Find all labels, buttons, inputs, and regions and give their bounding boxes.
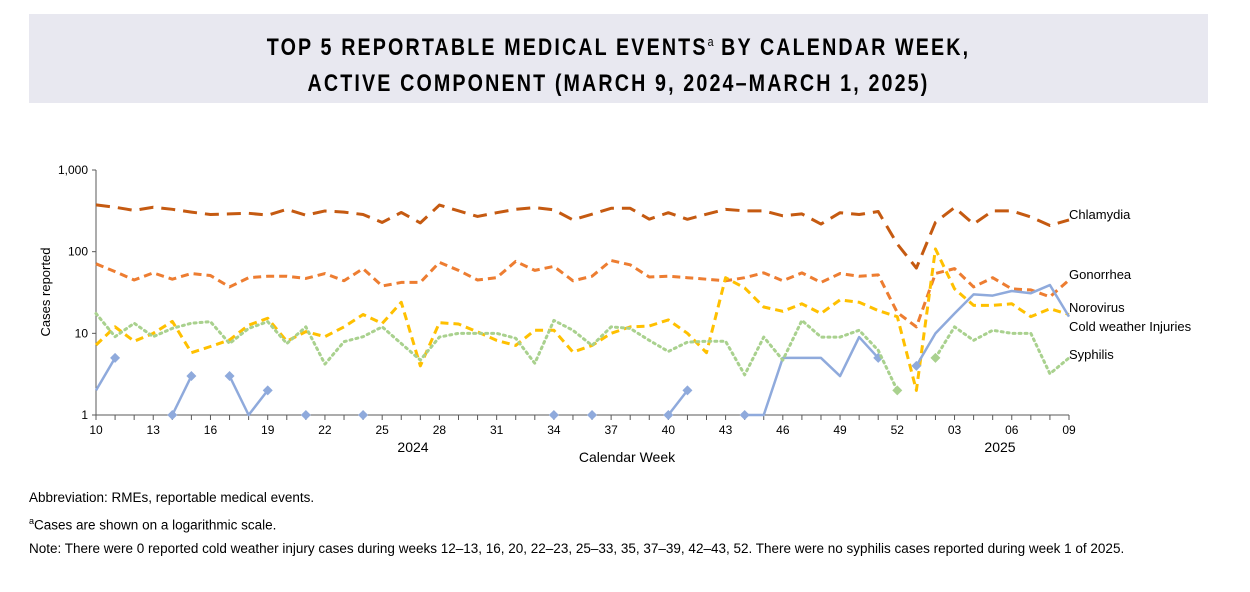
series-line-cold-weather-injuries — [94, 357, 117, 392]
x-tick-label: 40 — [662, 423, 676, 437]
data-point-marker-cold-weather-injuries — [300, 410, 311, 420]
data-point-marker-cold-weather-injuries — [911, 360, 922, 371]
x-tick-label: 34 — [547, 423, 561, 437]
series-label-chlamydia: Chlamydia — [1069, 207, 1131, 222]
data-point-marker-cold-weather-injuries — [548, 410, 559, 420]
abbreviation-note: Abbreviation: RMEs, reportable medical e… — [29, 490, 315, 505]
series-label-syphilis: Syphilis — [1069, 347, 1114, 362]
y-axis-title: Cases reported — [38, 248, 53, 337]
y-tick-label: 1 — [81, 408, 88, 422]
x-tick-label: 52 — [891, 423, 905, 437]
x-tick-label: 37 — [604, 423, 618, 437]
chart-notes: Abbreviation: RMEs, reportable medical e… — [29, 488, 1209, 562]
series-label-cold-weather-injuries: Cold weather Injuries — [1069, 319, 1192, 334]
y-tick-label: 10 — [75, 326, 89, 340]
x-tick-label: 28 — [433, 423, 447, 437]
data-point-marker-cold-weather-injuries — [587, 410, 598, 420]
x-tick-label: 19 — [261, 423, 275, 437]
data-point-marker-cold-weather-injuries — [167, 410, 178, 420]
series-line-cold-weather-injuries — [171, 375, 193, 416]
data-point-marker-syphilis — [892, 385, 903, 396]
x-tick-label: 22 — [318, 423, 332, 437]
y-tick-label: 1,000 — [58, 163, 88, 177]
data-point-marker-cold-weather-injuries — [110, 352, 121, 363]
x-tick-label: 49 — [833, 423, 847, 437]
data-point-marker-cold-weather-injuries — [358, 410, 369, 420]
series-line-chlamydia — [95, 203, 1070, 270]
data-point-marker-cold-weather-injuries — [663, 410, 674, 420]
x-tick-label: 13 — [147, 423, 161, 437]
series-line-cold-weather-injuries — [744, 335, 880, 417]
year-label-2025: 2025 — [984, 439, 1015, 455]
x-tick-label: 10 — [89, 423, 103, 437]
chart-title-line1: TOP 5 REPORTABLE MEDICAL EVENTSa BY CALE… — [266, 34, 971, 61]
x-tick-label: 06 — [1005, 423, 1019, 437]
x-tick-label: 25 — [375, 423, 389, 437]
x-tick-label: 03 — [948, 423, 962, 437]
chart-title-banner: TOP 5 REPORTABLE MEDICAL EVENTSa BY CALE… — [29, 14, 1208, 103]
series-line-cold-weather-injuries — [667, 389, 689, 416]
year-label-2024: 2024 — [397, 439, 428, 455]
series-line-norovirus — [94, 247, 1070, 392]
x-tick-label: 43 — [719, 423, 733, 437]
x-tick-label: 16 — [204, 423, 218, 437]
zero-case-note: Note: There were 0 reported cold weather… — [29, 540, 1125, 556]
series-line-syphilis — [933, 325, 1071, 376]
series-label-norovirus: Norovirus — [1069, 300, 1125, 315]
data-point-marker-cold-weather-injuries — [224, 371, 235, 382]
chart-title-line2: ACTIVE COMPONENT (MARCH 9, 2024–MARCH 1,… — [307, 70, 930, 97]
y-tick-label: 100 — [68, 245, 88, 259]
data-point-marker-cold-weather-injuries — [739, 410, 750, 420]
series-line-syphilis — [94, 311, 899, 392]
data-point-marker-cold-weather-injuries — [186, 371, 197, 382]
series-label-gonorrhea: Gonorrhea — [1069, 267, 1132, 282]
x-tick-label: 46 — [776, 423, 790, 437]
footnote-a: aCases are shown on a logarithmic scale. — [29, 516, 277, 533]
series-line-cold-weather-injuries — [915, 283, 1071, 367]
x-axis-title: Calendar Week — [579, 449, 676, 465]
x-tick-label: 31 — [490, 423, 504, 437]
data-point-marker-cold-weather-injuries — [682, 385, 693, 396]
x-tick-label: 09 — [1062, 423, 1076, 437]
series-line-gonorrhea — [95, 258, 1070, 329]
data-point-marker-syphilis — [930, 352, 941, 363]
data-point-marker-cold-weather-injuries — [262, 385, 273, 396]
series-line-cold-weather-injuries — [228, 375, 269, 417]
